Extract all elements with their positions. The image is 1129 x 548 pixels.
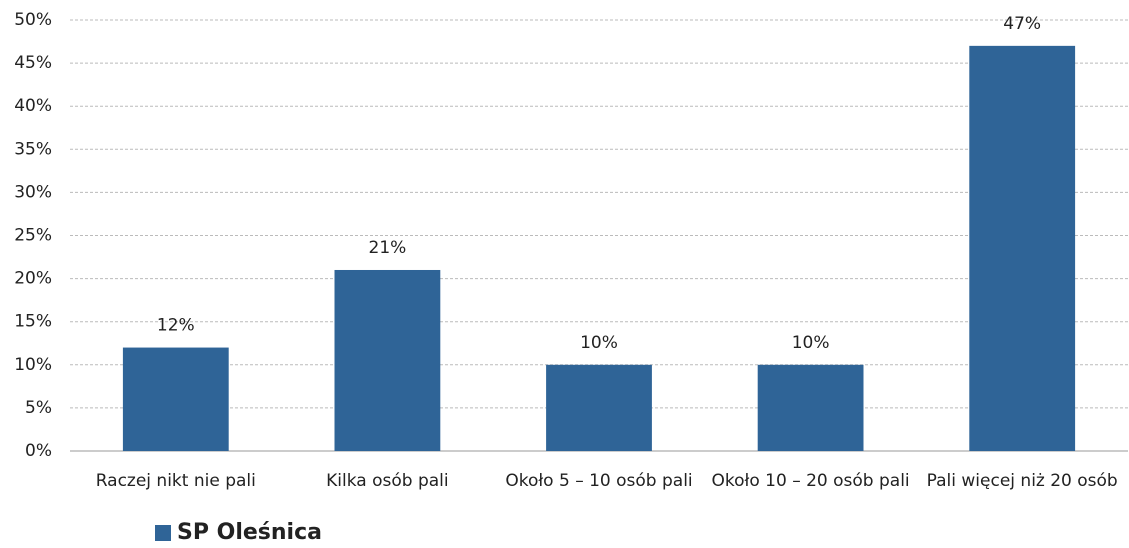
data-label: 10% xyxy=(792,333,830,353)
data-label: 12% xyxy=(157,316,195,336)
bar xyxy=(122,347,229,451)
y-tick-label: 15% xyxy=(14,312,52,332)
data-label: 47% xyxy=(1003,14,1041,34)
y-tick-label: 20% xyxy=(14,269,52,289)
y-tick-label: 25% xyxy=(14,226,52,246)
x-tick-label: Około 10 – 20 osób pali xyxy=(711,471,910,491)
legend-label: SP Oleśnica xyxy=(177,520,322,545)
y-tick-label: 5% xyxy=(25,398,52,418)
y-tick-label: 50% xyxy=(14,10,52,30)
y-tick-label: 10% xyxy=(14,355,52,375)
y-tick-label: 35% xyxy=(14,139,52,159)
x-tick-label: Raczej nikt nie pali xyxy=(95,471,256,491)
bar xyxy=(757,364,864,451)
x-tick-label: Pali więcej niż 20 osób xyxy=(926,471,1118,491)
data-label: 10% xyxy=(580,333,618,353)
bar xyxy=(969,45,1076,452)
data-label: 21% xyxy=(369,238,407,258)
bar xyxy=(334,269,441,451)
y-tick-label: 30% xyxy=(14,182,52,202)
x-tick-label: Kilka osób pali xyxy=(326,471,449,491)
y-tick-label: 40% xyxy=(14,96,52,116)
legend: SP Oleśnica xyxy=(155,520,322,545)
bar xyxy=(546,364,652,451)
y-tick-label: 0% xyxy=(25,441,52,461)
y-tick-label: 45% xyxy=(14,53,52,73)
legend-swatch xyxy=(155,524,171,541)
x-tick-label: Około 5 – 10 osób pali xyxy=(505,471,693,491)
